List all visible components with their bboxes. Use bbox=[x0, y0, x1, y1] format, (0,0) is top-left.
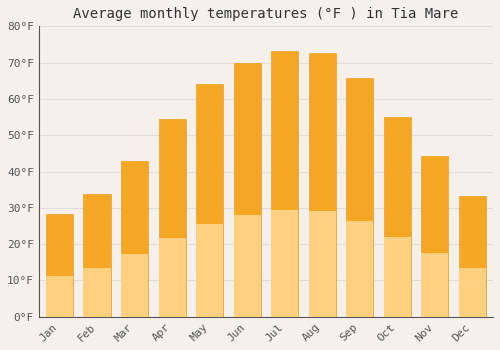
Bar bbox=[46, 214, 73, 317]
Bar bbox=[346, 221, 374, 317]
Bar bbox=[196, 84, 223, 317]
Bar bbox=[234, 63, 260, 317]
Title: Average monthly temperatures (°F ) in Tia Mare: Average monthly temperatures (°F ) in Ti… bbox=[74, 7, 458, 21]
Bar bbox=[84, 194, 110, 317]
Bar bbox=[158, 238, 186, 317]
Bar bbox=[459, 196, 486, 317]
Bar bbox=[271, 51, 298, 317]
Bar bbox=[121, 161, 148, 317]
Bar bbox=[196, 224, 223, 317]
Bar bbox=[384, 237, 411, 317]
Bar bbox=[308, 53, 336, 317]
Bar bbox=[271, 210, 298, 317]
Bar bbox=[384, 117, 411, 317]
Bar bbox=[422, 253, 448, 317]
Bar bbox=[422, 156, 448, 317]
Bar bbox=[46, 275, 73, 317]
Bar bbox=[158, 119, 186, 317]
Bar bbox=[234, 215, 260, 317]
Bar bbox=[459, 268, 486, 317]
Bar bbox=[121, 254, 148, 317]
Bar bbox=[346, 78, 374, 317]
Bar bbox=[308, 211, 336, 317]
Bar bbox=[84, 268, 110, 317]
